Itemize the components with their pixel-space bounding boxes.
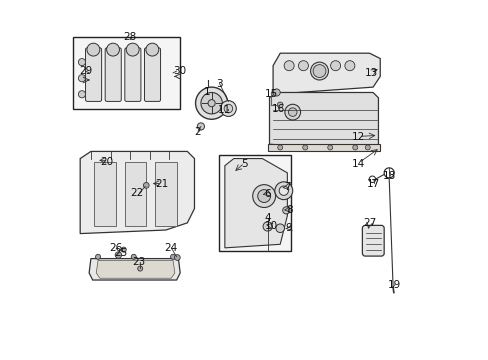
- Polygon shape: [224, 158, 287, 248]
- Bar: [267, 144, 380, 152]
- Circle shape: [224, 104, 232, 113]
- Circle shape: [126, 43, 139, 56]
- Text: 15: 15: [264, 89, 277, 99]
- Text: 25: 25: [114, 248, 128, 258]
- Bar: [219, 155, 290, 251]
- Text: 16: 16: [271, 104, 285, 113]
- Bar: [124, 162, 146, 226]
- Polygon shape: [89, 258, 180, 280]
- Circle shape: [330, 61, 340, 71]
- Circle shape: [277, 145, 282, 150]
- Text: 12: 12: [351, 132, 365, 142]
- Circle shape: [274, 182, 292, 200]
- Text: 5: 5: [241, 159, 247, 169]
- Bar: [73, 37, 180, 109]
- Text: 7: 7: [284, 182, 290, 192]
- Text: 17: 17: [366, 179, 379, 189]
- Text: 8: 8: [285, 205, 292, 215]
- Text: 22: 22: [130, 188, 143, 198]
- Circle shape: [310, 62, 328, 80]
- Circle shape: [263, 222, 272, 231]
- Text: 18: 18: [382, 171, 395, 181]
- Text: 24: 24: [164, 243, 178, 253]
- FancyBboxPatch shape: [105, 48, 121, 102]
- Text: 2: 2: [194, 127, 201, 137]
- Circle shape: [78, 59, 85, 66]
- Circle shape: [87, 43, 100, 56]
- Text: 28: 28: [123, 32, 137, 42]
- Text: 29: 29: [79, 66, 92, 76]
- Circle shape: [195, 87, 227, 119]
- Circle shape: [279, 186, 288, 195]
- Text: 11: 11: [218, 105, 231, 115]
- Circle shape: [145, 43, 159, 56]
- Circle shape: [272, 89, 280, 96]
- Circle shape: [344, 61, 354, 71]
- Circle shape: [352, 145, 357, 150]
- Polygon shape: [80, 152, 194, 234]
- Text: 9: 9: [285, 223, 292, 233]
- Circle shape: [106, 43, 119, 56]
- Circle shape: [78, 75, 85, 82]
- Text: 26: 26: [109, 243, 122, 253]
- Circle shape: [115, 252, 122, 258]
- Circle shape: [365, 145, 369, 150]
- Text: 14: 14: [351, 159, 365, 169]
- Circle shape: [284, 61, 294, 71]
- Circle shape: [143, 183, 149, 188]
- Circle shape: [174, 255, 180, 260]
- Text: 4: 4: [264, 212, 270, 222]
- Polygon shape: [96, 260, 175, 278]
- Text: 27: 27: [362, 218, 375, 228]
- Circle shape: [257, 190, 270, 203]
- Text: 19: 19: [387, 280, 400, 291]
- Text: 21: 21: [155, 179, 169, 189]
- Text: 3: 3: [216, 78, 223, 89]
- Circle shape: [170, 254, 175, 259]
- Circle shape: [131, 254, 136, 259]
- Text: 23: 23: [132, 257, 145, 267]
- Circle shape: [312, 64, 325, 77]
- Circle shape: [78, 91, 85, 98]
- Circle shape: [197, 123, 204, 130]
- Circle shape: [282, 207, 289, 214]
- Circle shape: [121, 247, 126, 252]
- FancyBboxPatch shape: [124, 48, 141, 102]
- FancyBboxPatch shape: [85, 48, 102, 102]
- Circle shape: [298, 61, 308, 71]
- Text: 13: 13: [364, 68, 377, 78]
- Circle shape: [302, 145, 307, 150]
- Bar: [155, 162, 176, 226]
- Circle shape: [95, 254, 101, 259]
- Text: 20: 20: [100, 157, 113, 167]
- Circle shape: [288, 108, 296, 116]
- Polygon shape: [269, 93, 378, 150]
- Circle shape: [275, 224, 284, 233]
- Circle shape: [252, 185, 275, 207]
- Circle shape: [201, 93, 222, 114]
- FancyBboxPatch shape: [362, 225, 384, 256]
- Circle shape: [277, 102, 283, 108]
- Circle shape: [220, 101, 236, 116]
- Circle shape: [327, 145, 332, 150]
- Polygon shape: [272, 53, 380, 94]
- Circle shape: [138, 266, 142, 271]
- Text: 30: 30: [173, 66, 186, 76]
- Text: 10: 10: [264, 221, 277, 231]
- Text: 6: 6: [264, 189, 270, 199]
- Text: 1: 1: [203, 87, 210, 98]
- Bar: [94, 162, 116, 226]
- Circle shape: [207, 100, 215, 107]
- FancyBboxPatch shape: [144, 48, 160, 102]
- Circle shape: [285, 104, 300, 120]
